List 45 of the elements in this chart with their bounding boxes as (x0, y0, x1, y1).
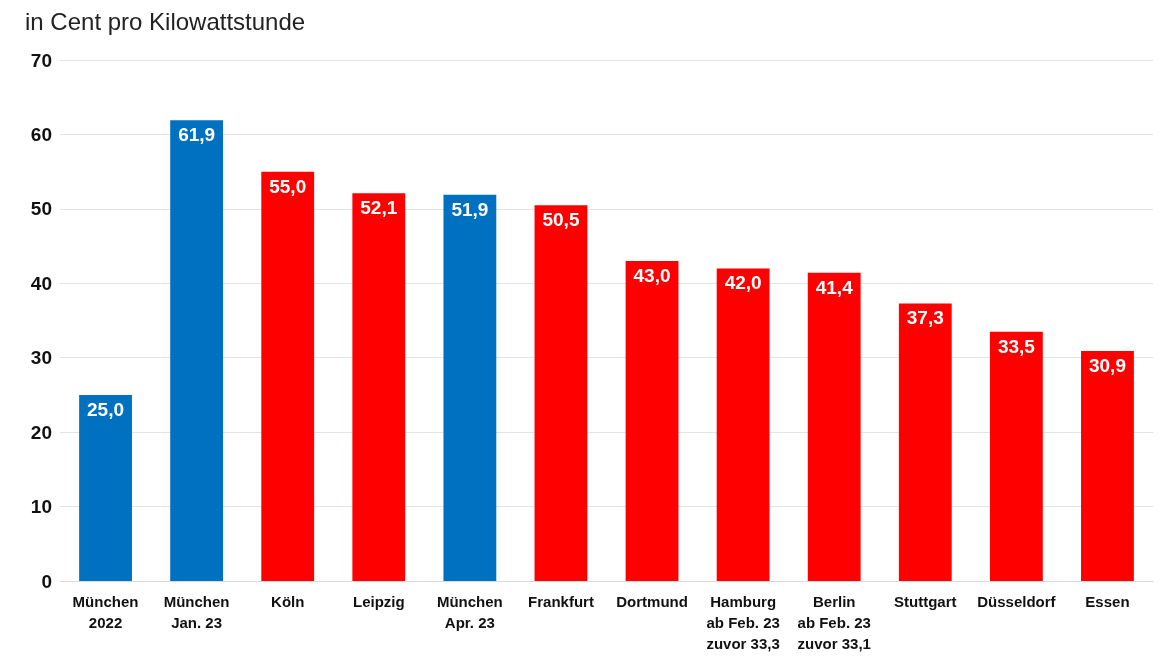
bar (352, 193, 406, 581)
x-tick-label: Köln (271, 593, 305, 610)
y-tick-label: 70 (30, 49, 52, 71)
x-tick-label: Berlin ab Feb. 23 zuvor 33,1 (797, 593, 871, 652)
data-label: 61,9 (178, 124, 216, 146)
bar (79, 394, 132, 581)
bar (716, 268, 770, 581)
bar (443, 194, 497, 581)
data-label: 55,0 (269, 175, 307, 197)
bar (807, 272, 861, 581)
data-label: 37,3 (906, 307, 944, 329)
y-tick-label: 50 (30, 198, 52, 220)
bar (898, 303, 952, 581)
bar (625, 260, 679, 581)
y-tick-label: 30 (30, 347, 52, 369)
x-tick-label: Stuttgart (894, 593, 957, 610)
x-tick-label: Frankfurt (528, 593, 594, 610)
data-label: 43,0 (633, 264, 671, 286)
x-tick-label: Leipzig (352, 593, 405, 610)
data-label: 33,5 (997, 335, 1036, 357)
data-label: 42,0 (724, 272, 762, 294)
data-label: 50,5 (542, 209, 580, 231)
x-tick-label: München Jan. 23 (163, 593, 230, 631)
data-label: 52,1 (360, 197, 398, 219)
y-tick-label: 0 (41, 570, 52, 592)
bar (989, 331, 1043, 581)
x-tick-label: Dortmund (616, 593, 688, 610)
y-tick-label: 10 (30, 496, 52, 518)
x-tick-label: Essen (1085, 593, 1130, 610)
x-tick-label: Hamburg ab Feb. 23 zuvor 33,3 (706, 593, 780, 652)
data-label: 25,0 (87, 398, 125, 420)
x-tick-label: München 2022 (72, 593, 139, 631)
y-tick-label: 20 (30, 421, 52, 443)
data-label: 41,4 (815, 276, 854, 298)
x-tick-label: München Apr. 23 (436, 593, 503, 631)
bar (170, 120, 224, 581)
data-label: 51,9 (451, 198, 489, 220)
bar (261, 171, 315, 581)
y-tick-label: 60 (30, 123, 52, 145)
x-tick-label: Düsseldorf (977, 593, 1057, 610)
chart-title: in Cent pro Kilowattstunde (25, 7, 306, 35)
data-label: 30,9 (1088, 355, 1126, 377)
bar (1081, 351, 1134, 581)
bar (534, 205, 588, 581)
y-tick-label: 40 (30, 272, 52, 294)
